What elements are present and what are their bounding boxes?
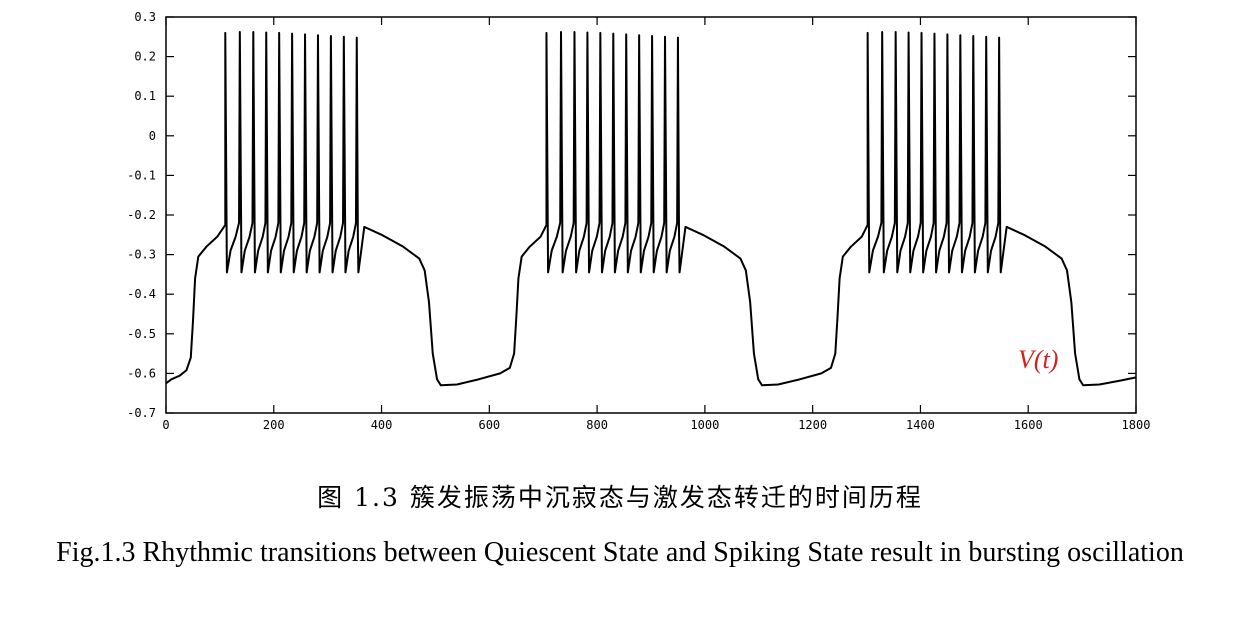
x-tick-label: 800: [586, 418, 608, 432]
figure-caption-english: Fig.1.3 Rhythmic transitions between Qui…: [56, 537, 1184, 568]
series-label-vt: V(t): [1018, 345, 1058, 374]
y-tick-label: -0.1: [127, 168, 156, 182]
x-tick-label: 600: [478, 418, 500, 432]
y-axis: -0.7 -0.6 -0.5 -0.4 -0.3 -0.2 -0.1 0 0.1 0.2 0.3: [127, 10, 1136, 420]
y-tick-label: -0.2: [127, 208, 156, 222]
y-tick-label: -0.4: [127, 287, 156, 301]
x-tick-label: 400: [371, 418, 393, 432]
voltage-chart: 0 200 400 600 800 1000 1200 1400 1600 1800 -0.7-0…: [127, 10, 1150, 432]
x-tick-label: 1200: [798, 418, 827, 432]
y-tick-label: 0.1: [134, 89, 156, 103]
x-tick-label: 1600: [1014, 418, 1043, 432]
y-tick-label: -0.5: [127, 327, 156, 341]
x-tick-label: 200: [263, 418, 285, 432]
voltage-trace: [165, 31, 1137, 387]
y-tick-label: 0: [149, 129, 156, 143]
x-tick-label: 1400: [906, 418, 935, 432]
y-tick-label: -0.7: [127, 406, 156, 420]
x-tick-label: 1000: [690, 418, 719, 432]
y-tick-label: -0.6: [127, 366, 156, 380]
y-tick-label: 0.2: [134, 50, 156, 64]
x-tick-label: 1800: [1122, 418, 1151, 432]
y-tick-label: 0.3: [134, 10, 156, 24]
y-tick-label: -0.3: [127, 248, 156, 262]
x-axis: 0 200 400 600 800 1000 1200 1400 1600 1800: [162, 17, 1150, 432]
x-tick-label: 0: [162, 418, 169, 432]
figure-caption-chinese: 图 1.3 簇发振荡中沉寂态与激发态转迁的时间历程: [317, 483, 923, 512]
